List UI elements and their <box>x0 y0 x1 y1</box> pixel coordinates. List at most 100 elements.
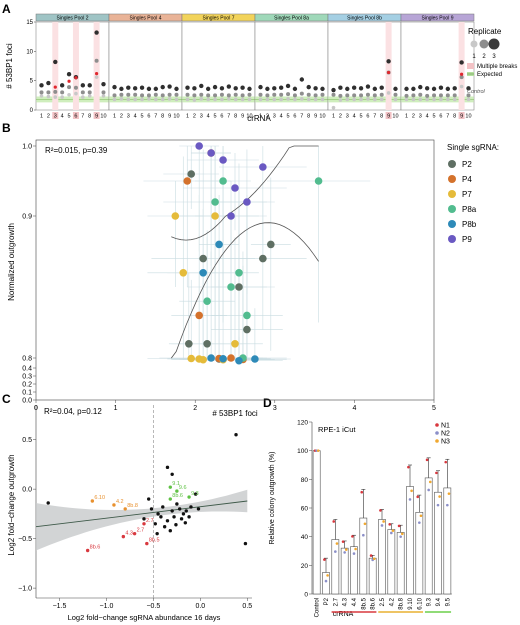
a-point-rep1 <box>112 97 117 102</box>
a-point-rep3 <box>240 85 245 90</box>
b-point-p8b <box>215 240 223 249</box>
a-point-rep2 <box>372 93 377 98</box>
a-point-rep1 <box>160 97 165 102</box>
a-x-tick-label: 4 <box>134 114 137 120</box>
d-replicate-dot <box>447 492 451 495</box>
a-point-rep3 <box>219 86 225 91</box>
c-point <box>179 517 184 521</box>
c-labeled-point <box>132 531 137 536</box>
a-point-rep1 <box>286 97 290 101</box>
b-point-p8b <box>235 356 243 365</box>
a-point-rep2 <box>338 93 343 98</box>
a-facet-strip <box>400 13 475 22</box>
d-replicate-dot <box>326 574 329 577</box>
a-point-rep3 <box>418 84 423 90</box>
a-x-tick-label: 10 <box>392 114 398 120</box>
a-point-rep2 <box>365 92 370 97</box>
c-point <box>174 523 178 527</box>
d-replicate-dot <box>444 460 448 464</box>
b-point-p8a <box>314 177 323 185</box>
c-point <box>184 509 188 513</box>
a-point-rep1 <box>272 97 277 102</box>
b-x-tick-label: 1 <box>114 405 118 412</box>
d-replicate-dot <box>341 540 345 543</box>
a-x-tick-label: 10 <box>319 114 325 120</box>
d-bar <box>312 450 321 595</box>
a-point-rep2 <box>359 93 364 98</box>
panel-b-legend: P2 P4 P7 P8a P8b P9 <box>448 160 477 244</box>
d-legend-swatch-n1 <box>435 423 439 427</box>
c-point <box>155 531 159 536</box>
a-multiple-breaks-bar <box>52 22 59 110</box>
b-point-p2 <box>243 325 251 334</box>
b-point-p9 <box>195 142 203 150</box>
c-point <box>153 522 157 526</box>
c-y-tick-label: −0.5 <box>18 536 32 543</box>
d-bar <box>424 477 433 595</box>
a-point-rep3 <box>80 83 86 88</box>
a-x-tick-label: 3 <box>127 114 130 120</box>
a-point-rep2 <box>306 92 311 97</box>
c-labeled-point <box>85 548 90 553</box>
c-point-label: 8b.6 <box>90 544 101 550</box>
a-x-tick-label: 8 <box>453 114 456 120</box>
replicate-legend-title: Replicate <box>468 27 502 36</box>
c-labeled-point <box>168 485 172 489</box>
b-point-p9 <box>259 163 267 171</box>
a-point-expected-breaks <box>95 72 99 76</box>
a-point-rep3 <box>94 30 99 35</box>
a-point-rep2 <box>299 91 304 96</box>
b-point-p7 <box>187 354 196 363</box>
d-replicate-dot <box>397 524 401 528</box>
a-point-rep2 <box>46 90 51 95</box>
a-x-tick-label: 5 <box>141 114 144 120</box>
a-x-tick-label: 4 <box>353 114 356 120</box>
a-x-tick-label: 1 <box>405 114 408 120</box>
a-x-tick-label: 7 <box>446 114 449 120</box>
a-point-rep1 <box>393 97 398 102</box>
b-y-tick-label: 1.0 <box>22 144 32 151</box>
a-x-tick-label: 7 <box>227 114 230 120</box>
c-point <box>243 541 248 546</box>
a-x-tick-label: 2 <box>120 114 123 120</box>
a-point-rep2 <box>466 93 471 98</box>
a-x-tick-label: 8 <box>161 114 164 120</box>
a-x-tick-label: 1 <box>113 114 116 120</box>
a-x-tick-label: 4 <box>207 114 210 120</box>
a-point-rep2 <box>258 92 263 97</box>
a-point-rep1 <box>192 98 197 102</box>
a-x-tick-label: 8 <box>88 114 91 120</box>
d-bar <box>387 529 396 595</box>
a-point-rep2 <box>133 92 138 97</box>
a-point-rep3 <box>153 86 159 92</box>
a-point-rep1 <box>313 97 318 102</box>
panel-d-y-axis-label: Relative colony outgrowth (%) <box>269 452 276 545</box>
a-point-rep1 <box>418 97 423 102</box>
d-replicate-dot <box>427 488 430 492</box>
a-x-tick-label: 3 <box>273 114 276 120</box>
a-point-rep1 <box>67 92 71 97</box>
a-point-rep3 <box>233 86 238 91</box>
a-point-rep3 <box>299 77 305 82</box>
a-point-expected-breaks <box>53 85 57 89</box>
a-x-tick-label: 3 <box>346 114 349 120</box>
c-point <box>142 517 146 521</box>
a-point-rep3 <box>59 83 65 88</box>
c-labeled-point <box>187 495 191 499</box>
a-point-rep2 <box>160 93 165 98</box>
d-x-tick-label: 9.4 <box>436 597 442 606</box>
a-point-rep1 <box>404 97 409 102</box>
d-replicate-dot <box>372 557 376 561</box>
a-point-rep3 <box>313 86 318 91</box>
a-point-rep3 <box>247 86 252 92</box>
a-x-tick-label: 6 <box>74 114 77 120</box>
a-x-tick-label: 1 <box>40 114 43 120</box>
d-x-tick-label: 4.4 <box>352 597 358 606</box>
a-point-rep2 <box>39 90 44 95</box>
a-x-tick-label: 2 <box>47 114 50 120</box>
a-y-tick-label: 0 <box>30 108 34 114</box>
a-point-rep3 <box>192 86 197 91</box>
